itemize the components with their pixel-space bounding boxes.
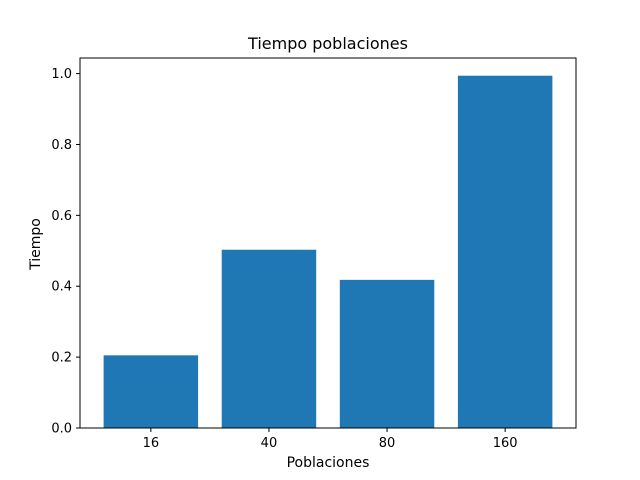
bar-160: [457, 75, 553, 428]
y-tick-label: 0.6: [51, 209, 72, 224]
y-ticks-layer: 0.0 0.2 0.4 0.6 0.8 1.0: [51, 67, 80, 437]
axes-layer: [79, 57, 577, 429]
y-tick-label: 0.4: [51, 280, 72, 295]
x-tick-label: 160: [493, 436, 518, 451]
bar-40: [221, 249, 317, 428]
bar-16: [103, 355, 199, 428]
bar-80: [339, 279, 435, 428]
x-axis-label: Poblaciones: [287, 455, 370, 471]
axes-frame: [79, 57, 577, 429]
x-tick-label: 80: [379, 436, 396, 451]
y-tick-label: 0.0: [51, 422, 72, 437]
x-tick-label: 16: [143, 436, 160, 451]
x-ticks-layer: 16 40 80 160: [143, 428, 518, 451]
x-tick-label: 40: [261, 436, 278, 451]
chart-title: Tiempo poblaciones: [247, 34, 408, 53]
bars-layer: [103, 75, 553, 428]
y-tick-label: 0.2: [51, 351, 72, 366]
y-tick-label: 1.0: [51, 67, 72, 82]
y-tick-label: 0.8: [51, 138, 72, 153]
y-axis-label: Tiempo: [28, 218, 44, 271]
